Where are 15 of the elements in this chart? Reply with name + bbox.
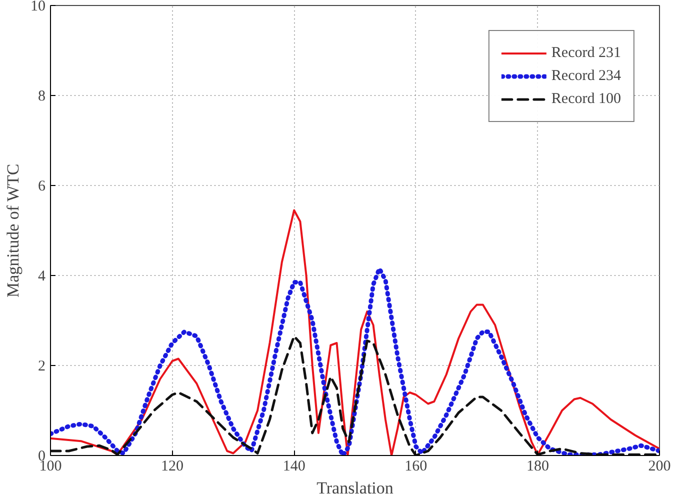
y-axis-title: Magnitude of WTC	[4, 164, 22, 298]
x-axis-title: Translation	[316, 478, 394, 498]
y-tick-label: 6	[38, 178, 46, 194]
x-tick-label: 200	[648, 458, 671, 474]
legend-label: Record 100	[551, 90, 621, 108]
y-tick-label: 8	[38, 88, 46, 104]
legend-label: Record 234	[551, 68, 621, 84]
x-tick-label: 120	[161, 458, 184, 474]
y-tick-label: 2	[38, 358, 46, 374]
x-tick-label: 160	[404, 458, 428, 474]
y-tick-label: 4	[38, 268, 46, 284]
legend-label: Record 231	[551, 44, 621, 62]
x-tick-label: 180	[526, 458, 549, 474]
y-tick-label: 10	[30, 0, 46, 14]
x-tick-label: 140	[282, 458, 306, 474]
